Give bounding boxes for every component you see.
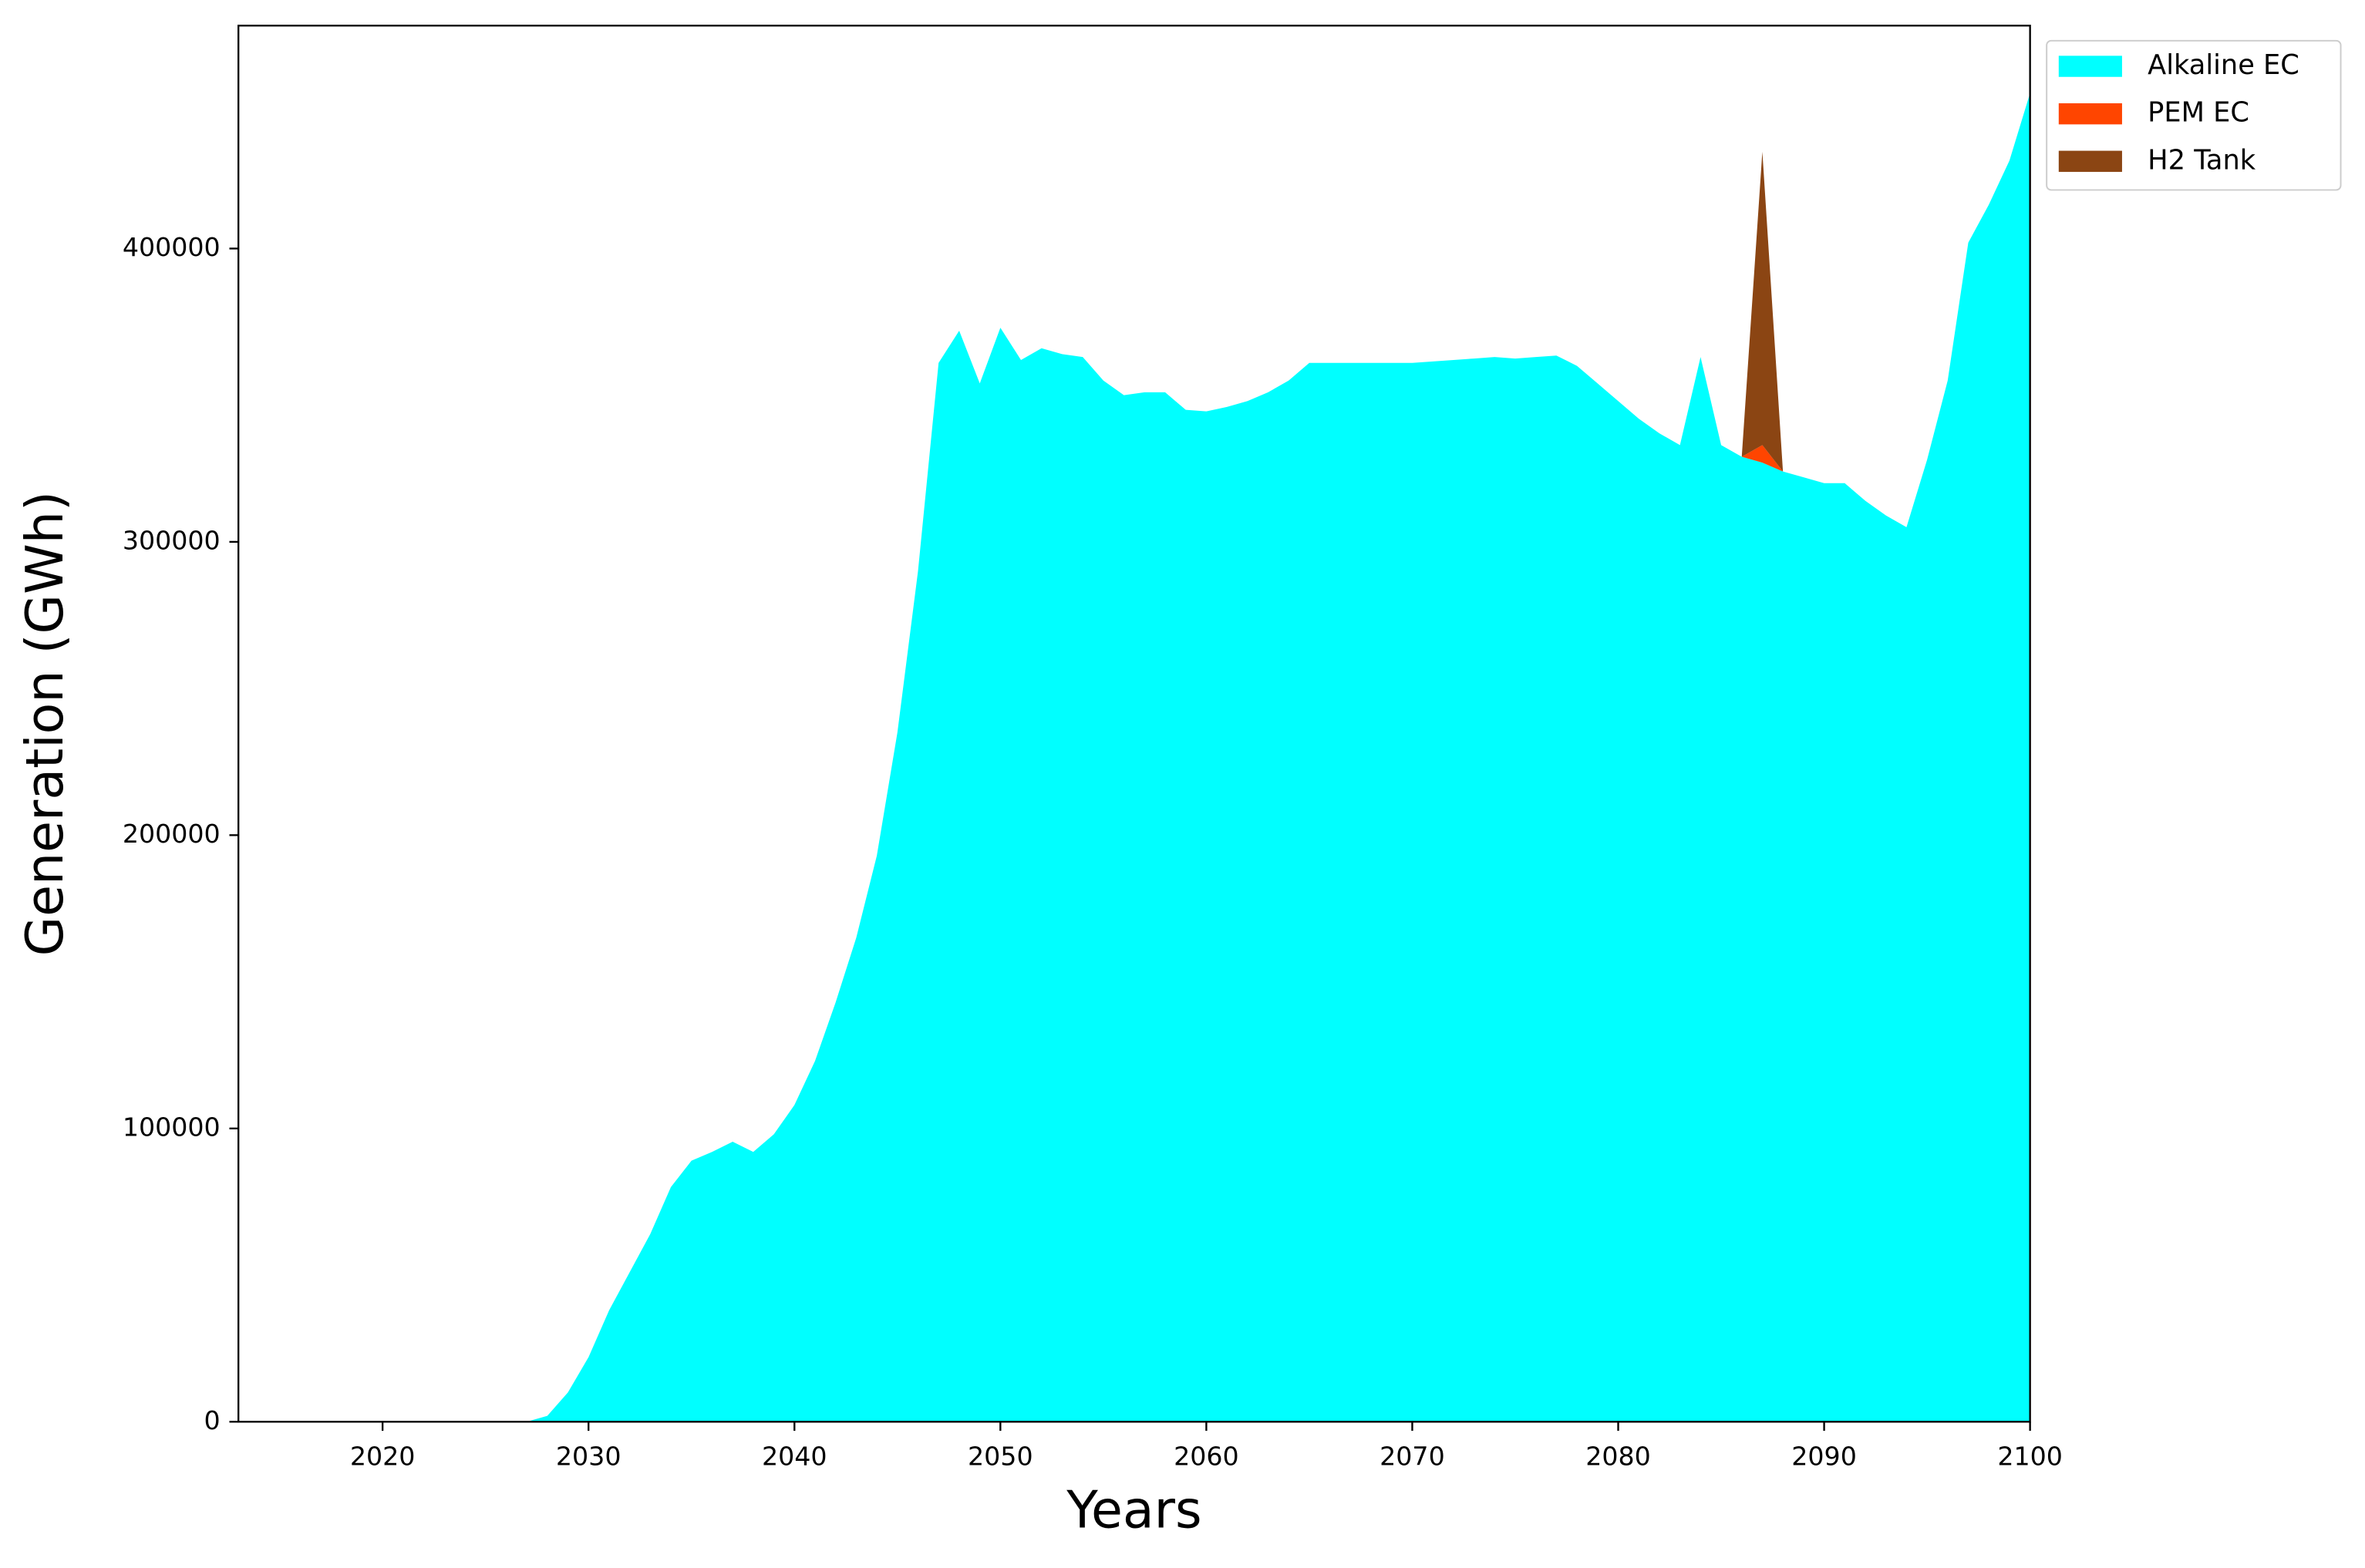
legend-label: Alkaline EC — [2148, 49, 2299, 81]
y-tick-label: 0 — [204, 1405, 221, 1435]
x-tick-label: 2050 — [968, 1442, 1033, 1472]
y-tick-label: 200000 — [123, 819, 221, 849]
plot-frame — [238, 25, 2031, 1423]
x-tick-label: 2030 — [556, 1442, 622, 1472]
x-tick-label: 2080 — [1585, 1442, 1651, 1472]
x-tick-label: 2090 — [1791, 1442, 1857, 1472]
y-tick-label: 100000 — [123, 1112, 221, 1142]
x-tick-label: 2100 — [1997, 1442, 2063, 1472]
x-tick-label: 2060 — [1174, 1442, 1239, 1472]
y-tick-label: 300000 — [123, 525, 221, 555]
legend-swatch — [2058, 103, 2122, 125]
legend-label: H2 Tank — [2148, 144, 2256, 176]
legend-swatch — [2058, 56, 2122, 77]
y-tick-label: 400000 — [123, 232, 221, 262]
area — [238, 93, 2030, 1422]
legend-label: PEM EC — [2148, 97, 2249, 129]
x-axis-label: Years — [1066, 1480, 1201, 1540]
x-tick-label: 2020 — [350, 1442, 416, 1472]
x-tick-label: 2040 — [762, 1442, 827, 1472]
x-tick-label: 2070 — [1380, 1442, 1445, 1472]
legend-swatch — [2058, 150, 2122, 172]
y-axis-label: Generation (GWh) — [15, 491, 75, 956]
